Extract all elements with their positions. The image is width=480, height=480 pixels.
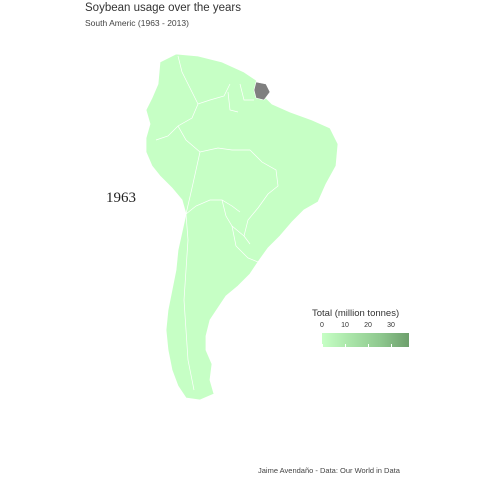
legend-tick-label: 10 <box>341 322 349 329</box>
legend-color-bar <box>322 333 409 347</box>
chart-subtitle: South Americ (1963 - 2013) <box>85 18 189 28</box>
continent-shape <box>145 53 339 401</box>
french-guiana-shape <box>253 81 271 101</box>
legend-tick-marks <box>322 333 409 347</box>
chart-title: Soybean usage over the years <box>85 2 241 14</box>
data-source-caption: Jaime Avendaño - Data: Our World in Data <box>258 466 400 475</box>
color-legend: Total (million tonnes) 0 10 20 30 <box>312 308 422 356</box>
legend-tick-labels: 0 10 20 30 <box>312 322 422 332</box>
legend-tick-mark <box>391 344 392 347</box>
legend-tick-mark <box>368 344 369 347</box>
legend-tick-label: 20 <box>364 322 372 329</box>
country-borders <box>155 55 279 391</box>
legend-tick-label: 0 <box>320 322 324 329</box>
legend-tick-mark <box>322 344 323 347</box>
legend-tick-label: 30 <box>387 322 395 329</box>
legend-title: Total (million tonnes) <box>312 308 400 319</box>
legend-tick-mark <box>345 344 346 347</box>
year-label: 1963 <box>106 190 136 206</box>
